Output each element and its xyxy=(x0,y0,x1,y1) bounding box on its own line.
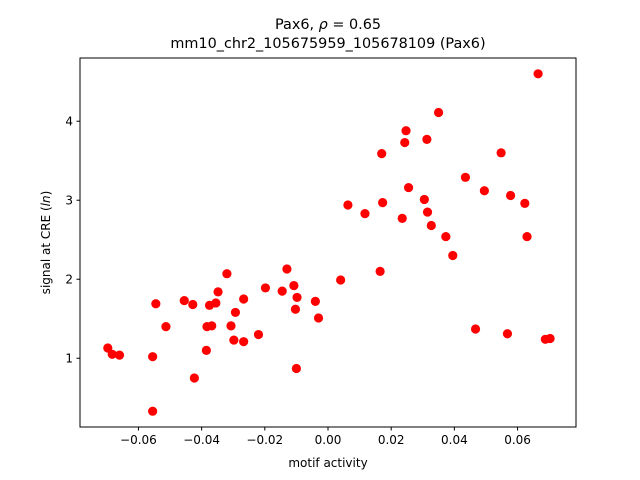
data-point xyxy=(506,190,516,201)
data-point xyxy=(313,313,324,323)
x-axis-label: motif activity xyxy=(288,456,367,470)
data-point xyxy=(343,200,353,210)
chart-title-suffix: = 0.65 xyxy=(328,17,381,33)
data-point xyxy=(161,322,171,332)
data-point xyxy=(290,304,301,314)
chart-title: Pax6, ρ = 0.65 xyxy=(275,17,381,33)
x-tick-label: −0.02 xyxy=(246,433,283,447)
data-point xyxy=(239,337,249,347)
x-tick-label: −0.04 xyxy=(183,433,220,447)
data-point xyxy=(460,172,471,182)
data-point xyxy=(222,269,232,279)
data-point xyxy=(403,182,414,193)
data-point xyxy=(260,283,271,293)
data-point xyxy=(426,220,436,231)
chart-title-symbol: ρ xyxy=(319,17,328,33)
y-tick-label: 4 xyxy=(65,115,73,129)
data-point xyxy=(310,296,320,306)
data-point xyxy=(400,137,410,148)
y-axis-label-suffix: ) xyxy=(39,191,53,196)
data-point xyxy=(148,352,158,362)
data-point xyxy=(375,266,385,276)
data-point xyxy=(188,299,198,310)
data-point xyxy=(360,209,370,219)
data-point xyxy=(239,294,249,304)
data-point xyxy=(148,406,158,416)
x-tick-label: 0.00 xyxy=(315,433,342,447)
data-point xyxy=(377,149,387,159)
data-point xyxy=(448,250,458,261)
data-point xyxy=(292,292,302,303)
data-point xyxy=(207,321,217,331)
x-tick-label: 0.02 xyxy=(378,433,405,447)
data-point xyxy=(213,287,223,297)
y-axis-label-prefix: signal at CRE ( xyxy=(39,206,53,294)
data-point xyxy=(422,207,433,217)
data-point xyxy=(179,295,189,306)
x-tick-label: 0.06 xyxy=(504,433,531,447)
plot-frame xyxy=(79,57,577,428)
data-point xyxy=(479,186,489,196)
y-axis-label-italic: ln xyxy=(39,195,53,206)
data-point xyxy=(230,307,241,318)
data-point xyxy=(496,148,506,158)
y-tick-label: 3 xyxy=(65,194,73,208)
data-point xyxy=(401,126,411,136)
data-point xyxy=(107,349,117,359)
data-point xyxy=(520,198,530,208)
data-point xyxy=(533,69,543,79)
x-tick-label: 0.04 xyxy=(441,433,468,447)
chart-subtitle: mm10_chr2_105675959_105678109 (Pax6) xyxy=(170,36,485,52)
data-point xyxy=(397,213,407,224)
scatter-points xyxy=(103,69,555,416)
chart-title-prefix: Pax6, xyxy=(275,17,319,33)
y-axis-label: signal at CRE (ln) xyxy=(39,191,53,295)
data-point xyxy=(433,107,444,118)
data-point xyxy=(201,345,211,355)
data-point xyxy=(470,324,481,334)
data-point xyxy=(522,231,532,242)
data-point xyxy=(189,373,199,383)
data-point xyxy=(422,134,432,144)
data-point xyxy=(502,329,513,339)
data-point xyxy=(114,350,125,360)
data-point xyxy=(291,363,302,374)
y-tick-label: 1 xyxy=(65,352,73,366)
x-axis-ticks: −0.06 −0.04 −0.02 0.00 0.02 0.04 0.06 xyxy=(120,427,531,447)
data-point xyxy=(441,231,451,242)
x-tick-label: −0.06 xyxy=(120,433,157,447)
data-point xyxy=(545,333,555,344)
data-point xyxy=(336,275,346,285)
y-axis-ticks: 1 2 3 4 xyxy=(65,115,80,366)
data-point xyxy=(229,335,239,345)
data-point xyxy=(282,264,292,274)
data-point xyxy=(253,329,264,340)
data-point xyxy=(289,280,299,291)
data-point xyxy=(211,298,221,308)
data-point xyxy=(226,321,236,331)
data-point xyxy=(277,286,287,296)
y-tick-label: 2 xyxy=(65,273,73,287)
data-point xyxy=(419,194,429,205)
data-point xyxy=(151,299,161,309)
data-point xyxy=(378,197,388,208)
